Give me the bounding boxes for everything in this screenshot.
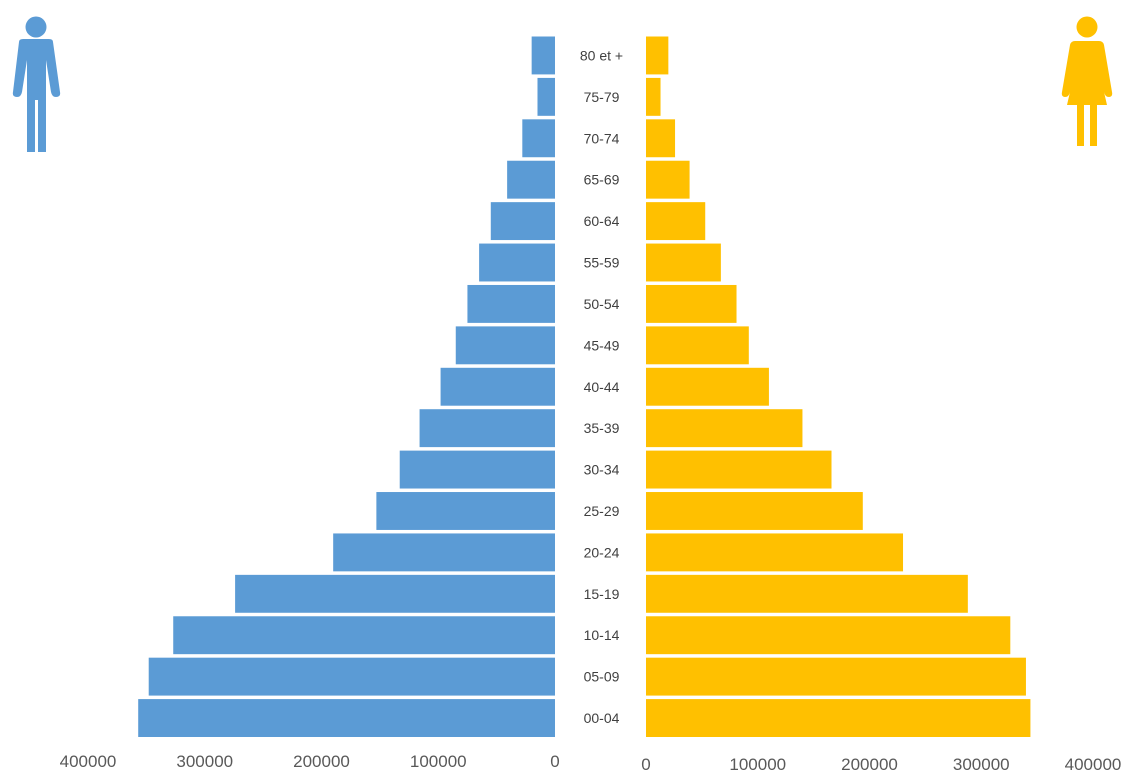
male-bar-65-69 <box>507 160 555 199</box>
age-group-labels: 00-04 05-09 10-14 15-19 20-24 25-29 30-34 35-39… <box>580 47 623 726</box>
female-bar-45-49 <box>646 326 749 365</box>
age-group-label: 10-14 <box>584 627 620 643</box>
female-bar-35-39 <box>646 409 803 448</box>
male-bar-50-54 <box>467 284 555 323</box>
age-group-label: 20-24 <box>584 544 620 560</box>
female-bar-60-64 <box>646 202 706 241</box>
male-bar-35-39 <box>419 409 555 448</box>
female-bar-00-04 <box>646 699 1031 737</box>
female-bar-25-29 <box>646 492 863 530</box>
female-bar-75-79 <box>646 77 661 116</box>
left-axis-tick-label: 0 <box>550 752 559 771</box>
female-bars <box>646 36 1031 737</box>
male-bar-00-04 <box>138 699 555 737</box>
male-bar-30-34 <box>399 450 555 489</box>
age-group-label: 45-49 <box>584 337 620 353</box>
female-person-icon <box>1061 16 1113 146</box>
age-group-label: 60-64 <box>584 213 620 229</box>
age-group-label: 15-19 <box>584 586 620 602</box>
right-axis-tick-label: 400000 <box>1065 755 1122 774</box>
age-group-label: 35-39 <box>584 420 620 436</box>
female-bar-30-34 <box>646 450 832 489</box>
male-bar-15-19 <box>235 574 556 613</box>
age-group-label: 75-79 <box>584 89 620 105</box>
female-bar-80-et-+ <box>646 36 669 75</box>
female-bar-50-54 <box>646 284 737 323</box>
left-axis-tick-label: 200000 <box>293 752 350 771</box>
age-group-label: 50-54 <box>584 296 620 312</box>
male-person-icon <box>12 16 61 152</box>
age-group-label: 00-04 <box>584 710 620 726</box>
age-group-label: 40-44 <box>584 379 620 395</box>
male-bar-20-24 <box>333 533 555 572</box>
male-bar-75-79 <box>537 77 555 116</box>
female-bar-15-19 <box>646 574 968 613</box>
left-axis-tick-label: 100000 <box>410 752 467 771</box>
female-bar-55-59 <box>646 243 721 282</box>
age-group-label: 30-34 <box>584 462 620 478</box>
male-bar-40-44 <box>440 367 555 406</box>
age-group-label: 80 et + <box>580 47 623 63</box>
female-bar-10-14 <box>646 616 1011 655</box>
age-group-label: 25-29 <box>584 503 620 519</box>
left-axis-tick-label: 400000 <box>60 752 117 771</box>
male-bar-45-49 <box>455 326 555 365</box>
left-axis-tick-label: 300000 <box>176 752 233 771</box>
age-group-label: 05-09 <box>584 669 620 685</box>
right-axis-tick-label: 100000 <box>729 755 786 774</box>
male-bar-05-09 <box>148 657 555 696</box>
female-bar-65-69 <box>646 160 690 199</box>
male-bar-80-et-+ <box>531 36 555 75</box>
right-axis-tick-label: 200000 <box>841 755 898 774</box>
male-bars <box>138 36 556 737</box>
age-group-label: 55-59 <box>584 255 620 271</box>
female-bar-05-09 <box>646 657 1026 696</box>
male-bar-25-29 <box>376 492 555 530</box>
female-bar-20-24 <box>646 533 904 572</box>
left-axis-ticks: 400000 300000 200000 100000 0 <box>60 752 560 771</box>
right-axis-tick-label: 300000 <box>953 755 1010 774</box>
age-group-label: 65-69 <box>584 172 620 188</box>
male-bar-70-74 <box>522 119 555 158</box>
female-bar-40-44 <box>646 367 769 406</box>
right-axis-ticks: 0 100000 200000 300000 400000 <box>641 755 1121 774</box>
right-axis-tick-label: 0 <box>641 755 650 774</box>
male-bar-55-59 <box>479 243 555 282</box>
male-bar-60-64 <box>490 202 555 241</box>
female-bar-70-74 <box>646 119 676 158</box>
age-group-label: 70-74 <box>584 130 620 146</box>
male-bar-10-14 <box>173 616 556 655</box>
